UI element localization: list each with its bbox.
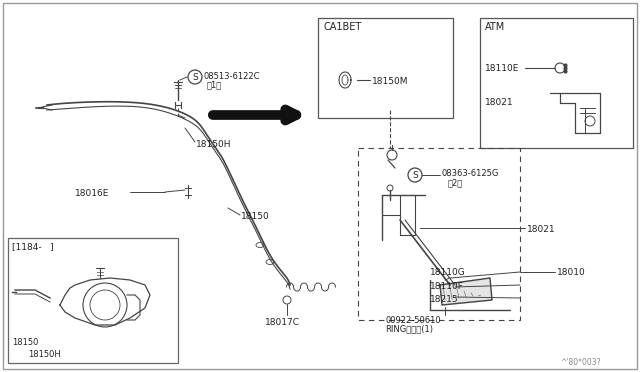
Text: 00922-50610: 00922-50610 <box>385 316 440 325</box>
Bar <box>480 18 633 148</box>
Text: 18017C: 18017C <box>265 318 300 327</box>
Text: 18010: 18010 <box>557 268 586 277</box>
Text: S: S <box>192 73 198 81</box>
Text: 18150H: 18150H <box>28 350 61 359</box>
Text: CA1BET: CA1BET <box>323 22 361 32</box>
Text: [1184-   ]: [1184- ] <box>12 242 54 251</box>
Text: 18016E: 18016E <box>75 189 109 198</box>
Text: 18150: 18150 <box>241 212 269 221</box>
Text: S: S <box>412 170 418 180</box>
Bar <box>358 148 520 320</box>
Text: ^'80*003?: ^'80*003? <box>560 358 600 367</box>
Text: 18110E: 18110E <box>485 64 520 73</box>
Text: 18150M: 18150M <box>372 77 408 86</box>
Text: 08513-6122C: 08513-6122C <box>203 72 259 81</box>
Bar <box>318 18 453 118</box>
Text: 18110G: 18110G <box>430 268 466 277</box>
Text: 18110F: 18110F <box>430 282 464 291</box>
Text: 08363-6125G: 08363-6125G <box>442 169 499 178</box>
Text: （2）: （2） <box>448 178 463 187</box>
Text: 18021: 18021 <box>527 225 556 234</box>
Text: 18150H: 18150H <box>196 140 232 149</box>
Text: 18150: 18150 <box>12 338 38 347</box>
Bar <box>8 238 178 363</box>
Text: 18215: 18215 <box>430 295 459 304</box>
Text: （1）: （1） <box>207 80 222 89</box>
Text: ATM: ATM <box>485 22 505 32</box>
Polygon shape <box>440 278 492 305</box>
Text: 18021: 18021 <box>485 98 514 107</box>
Text: RINGリング(1): RINGリング(1) <box>385 324 433 333</box>
